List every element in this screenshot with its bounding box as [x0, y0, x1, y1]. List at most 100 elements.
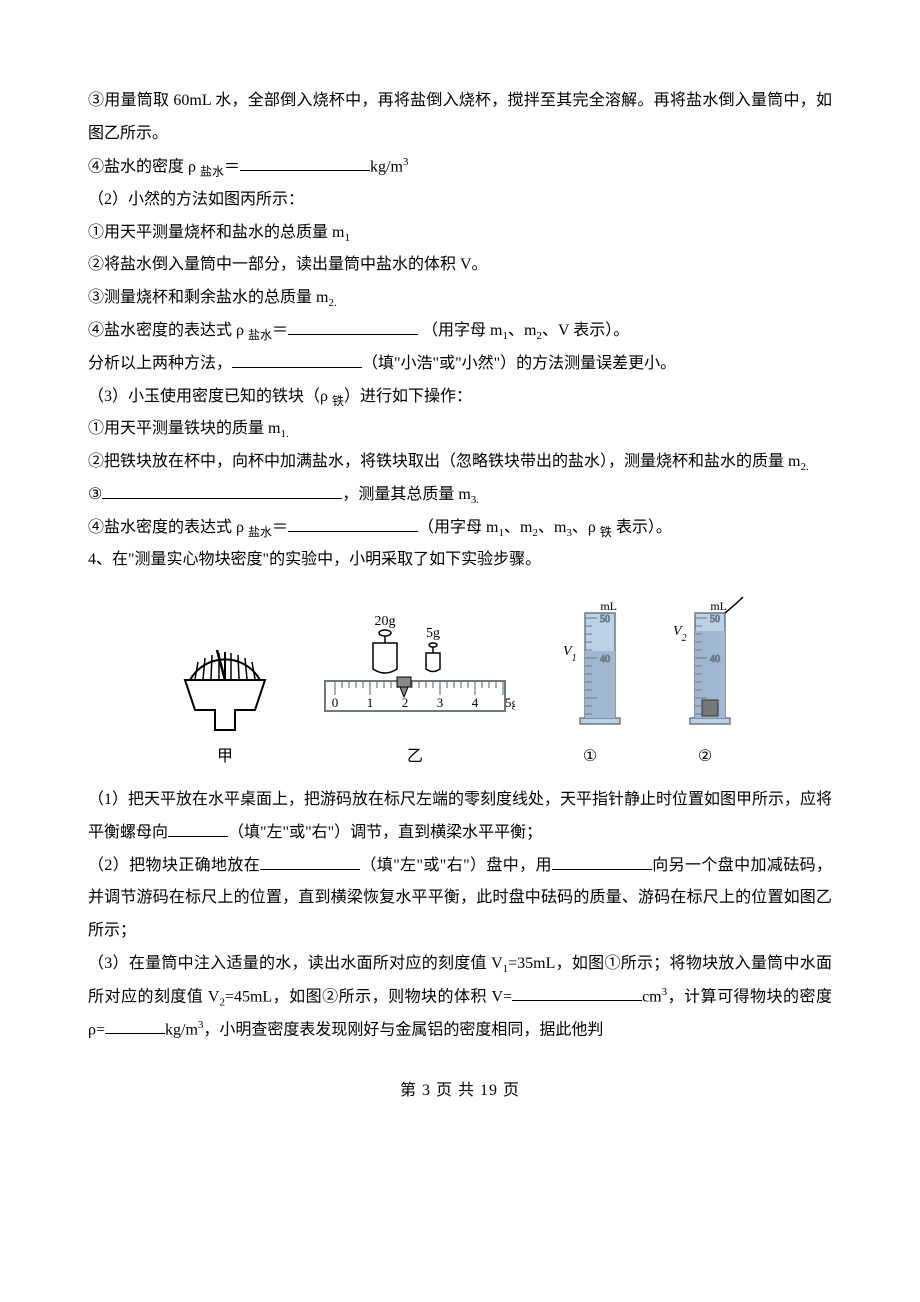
sub: 1 — [344, 232, 350, 244]
sub: 1. — [280, 428, 288, 440]
text: （用字母 m — [418, 519, 498, 536]
text: 、m — [538, 519, 566, 536]
fill-blank — [552, 851, 652, 870]
svg-text:50: 50 — [600, 614, 610, 625]
text: 表示）。 — [612, 519, 672, 536]
ruler-5g: 5g — [505, 695, 515, 710]
text-line-13: ④盐水密度的表达式 ρ 盐水＝（用字母 m1、m2、m3、ρ 铁 表示）。 — [88, 512, 832, 545]
fill-blank — [288, 316, 418, 335]
figure-jia: 甲 — [175, 640, 275, 774]
text: （2）把物块正确地放在 — [88, 857, 260, 874]
text: 分析以上两种方法， — [88, 355, 232, 372]
text: ＝ — [272, 322, 288, 339]
text: =45mL，如图②所示，则物块的体积 V= — [225, 988, 512, 1005]
fill-blank — [105, 1016, 165, 1035]
text-line-3: （2）小然的方法如图丙所示： — [88, 184, 832, 217]
text: （3）在量筒中注入适量的水，读出水面所对应的刻度值 V — [88, 955, 503, 972]
text-line-1: ③用量筒取 60mL 水，全部倒入烧杯中，再将盐倒入烧杯，搅拌至其完全溶解。再将… — [88, 85, 832, 151]
q4-p1: （1）把天平放在水平桌面上，把游码放在标尺左端的零刻度线处，天平指针静止时位置如… — [88, 784, 832, 850]
text: （填"小浩"或"小然"）的方法测量误差更小。 — [362, 355, 676, 372]
text: ③ — [88, 486, 102, 503]
text-line-2: ④盐水的密度 ρ 盐水＝ kg/m3 — [88, 151, 832, 184]
text: 、ρ — [572, 519, 600, 536]
svg-text:40: 40 — [710, 654, 720, 665]
sub: 盐水 — [200, 164, 224, 178]
svg-text:50: 50 — [710, 614, 720, 625]
text-line-11: ②把铁块放在杯中，向杯中加满盐水，将铁块取出（忽略铁块带出的盐水），测量烧杯和盐… — [88, 446, 832, 479]
text: ②把铁块放在杯中，向杯中加满盐水，将铁块取出（忽略铁块带出的盐水），测量烧杯和盐… — [88, 453, 800, 470]
text: ，小明查密度表发现刚好与金属铝的密度相同，据此他判 — [203, 1021, 603, 1038]
sup: 3 — [403, 156, 409, 168]
ruler-0: 0 — [332, 695, 339, 710]
text: ④盐水的密度 ρ — [88, 158, 200, 175]
text: kg/m — [165, 1021, 198, 1038]
ruler-4: 4 — [472, 695, 479, 710]
text: （用字母 m — [422, 322, 502, 339]
text: ＝ — [272, 519, 288, 536]
ruler-2: 2 — [402, 695, 409, 710]
text-line-7: ④盐水密度的表达式 ρ 盐水＝ （用字母 m1、m2、V 表示）。 — [88, 315, 832, 348]
figure-cyl2: mL 50 40 V2 ② — [665, 595, 745, 774]
fill-blank — [240, 152, 370, 171]
figure-label: ② — [698, 741, 712, 774]
text: 、V 表示）。 — [542, 322, 629, 339]
text: ）进行如下操作： — [344, 388, 472, 405]
sub: 2. — [800, 461, 808, 473]
figure-row: 甲 20g 5g — [88, 595, 832, 774]
dial-icon — [175, 640, 275, 735]
figure-label: 乙 — [407, 741, 423, 774]
text-line-12: ③，测量其总质量 m3. — [88, 479, 832, 512]
text: ＝ — [224, 158, 240, 175]
q4-p3: （3）在量筒中注入适量的水，读出水面所对应的刻度值 V1=35mL，如图①所示；… — [88, 948, 832, 1047]
text-line-8: 分析以上两种方法， （填"小浩"或"小然"）的方法测量误差更小。 — [88, 348, 832, 381]
fill-blank — [512, 983, 642, 1002]
figure-label: ① — [583, 741, 597, 774]
text: ④盐水密度的表达式 ρ — [88, 322, 248, 339]
ruler-1: 1 — [367, 695, 374, 710]
page: ③用量筒取 60mL 水，全部倒入烧杯中，再将盐倒入烧杯，搅拌至其完全溶解。再将… — [0, 0, 920, 1148]
V1-label: V1 — [563, 644, 577, 664]
text: （填"左"或"右"）盘中，用 — [360, 857, 552, 874]
figure-cyl1: mL 50 40 V1 ① — [555, 595, 625, 774]
text: ③测量烧杯和剩余盐水的总质量 m — [88, 289, 328, 306]
text: （填"左"或"右"）调节，直到横梁水平平衡； — [228, 824, 542, 841]
page-footer: 第 3 页 共 19 页 — [88, 1075, 832, 1108]
fill-blank — [168, 818, 228, 837]
sub: 2. — [328, 297, 336, 309]
figure-yi: 20g 5g — [315, 605, 515, 774]
cylinder1-icon: mL 50 40 V1 — [555, 595, 625, 735]
text: 、m — [508, 322, 536, 339]
text-line-6: ③测量烧杯和剩余盐水的总质量 m2. — [88, 282, 832, 315]
cylinder2-icon: mL 50 40 V2 — [665, 595, 745, 735]
fill-blank — [288, 513, 418, 532]
text: ，测量其总质量 m — [342, 486, 470, 503]
unit: kg/m — [370, 158, 403, 175]
fill-blank — [260, 851, 360, 870]
text: 、m — [504, 519, 532, 536]
text-line-9: （3）小玉使用密度已知的铁块（ρ 铁）进行如下操作： — [88, 381, 832, 414]
mL-label: mL — [710, 599, 727, 613]
text: ①用天平测量铁块的质量 m — [88, 420, 280, 437]
fill-blank — [102, 480, 342, 499]
text: （3）小玉使用密度已知的铁块（ρ — [88, 388, 332, 405]
text-line-5: ②将盐水倒入量筒中一部分，读出量筒中盐水的体积 V。 — [88, 249, 832, 282]
sub: 盐水 — [248, 525, 272, 539]
text: ①用天平测量烧杯和盐水的总质量 m — [88, 224, 344, 241]
sub: 盐水 — [248, 328, 272, 342]
figure-label: 甲 — [217, 741, 233, 774]
sub: 铁 — [600, 525, 612, 539]
weight-5g-label: 5g — [426, 626, 440, 641]
weights-ruler-icon: 20g 5g — [315, 605, 515, 735]
ruler-3: 3 — [437, 695, 444, 710]
sub: 铁 — [332, 394, 344, 408]
text: cm — [642, 988, 662, 1005]
weight-20g-label: 20g — [375, 614, 396, 629]
V2-label: V2 — [673, 624, 687, 644]
svg-text:40: 40 — [600, 654, 610, 665]
q4-p2: （2）把物块正确地放在（填"左"或"右"）盘中，用向另一个盘中加减砝码，并调节游… — [88, 850, 832, 948]
text-line-4: ①用天平测量烧杯和盐水的总质量 m1 — [88, 217, 832, 250]
q4-text: 4、在"测量实心物块密度"的实验中，小明采取了如下实验步骤。 — [88, 544, 832, 577]
text: ④盐水密度的表达式 ρ — [88, 519, 248, 536]
mL-label: mL — [600, 599, 617, 613]
fill-blank — [232, 349, 362, 368]
